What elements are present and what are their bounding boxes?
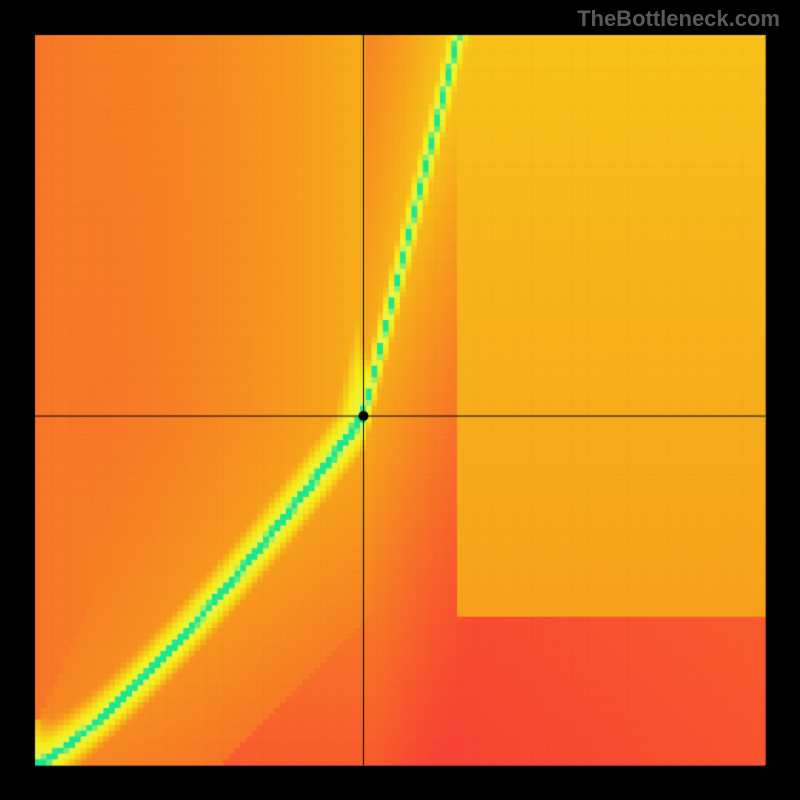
watermark-label: TheBottleneck.com (577, 6, 780, 32)
bottleneck-heatmap (0, 0, 800, 800)
